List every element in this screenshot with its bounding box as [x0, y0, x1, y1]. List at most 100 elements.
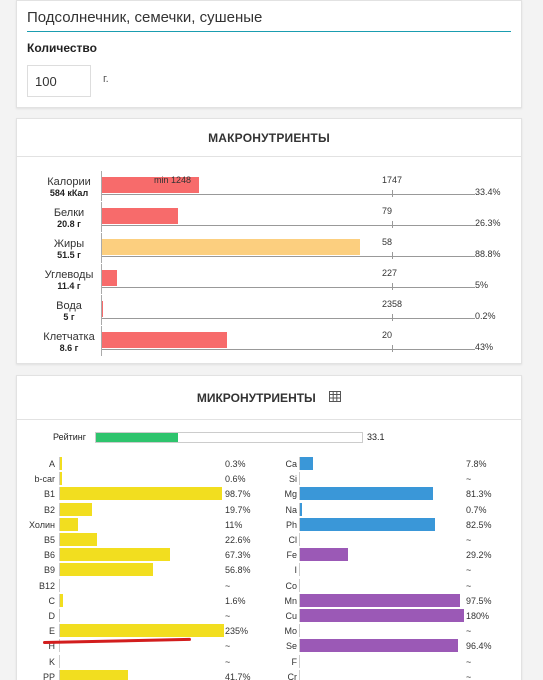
macro-norm-tick: [392, 221, 393, 228]
quantity-unit: г.: [103, 73, 109, 85]
micro-row: C 1.6%: [17, 593, 521, 610]
macro-percent: 33.4%: [475, 187, 501, 197]
micro-row: Cu 180%: [17, 609, 521, 625]
micro-value: 0.6%: [225, 474, 246, 485]
micro-track: [59, 654, 223, 668]
micro-value: 0.7%: [466, 504, 487, 515]
micro-bar: [60, 457, 62, 470]
micro-row: Co ~: [17, 578, 521, 595]
micro-name: Ph: [285, 519, 297, 530]
macro-norm-tick: [392, 314, 393, 321]
macro-min-label: min 1248: [154, 175, 192, 185]
micro-bar: [60, 563, 154, 577]
macro-norm-tick: [392, 190, 393, 197]
micro-name: B12: [38, 580, 55, 591]
macro-baseline: [102, 194, 475, 195]
macro-norm-tick: [392, 345, 393, 352]
micro-row: Cr ~: [17, 669, 521, 680]
macro-norm-label: 227: [382, 268, 398, 278]
micro-track: [59, 533, 223, 546]
macro-percent: 43%: [475, 342, 494, 352]
micro-name: I: [294, 565, 297, 576]
micro-track: [299, 609, 464, 622]
macro-norm-label: 20: [382, 330, 393, 340]
micro-name: C: [48, 595, 56, 606]
macro-track: 2358: [101, 295, 475, 325]
micro-value: 98.7%: [225, 489, 251, 500]
micro-name: Mg: [284, 489, 297, 500]
micro-bar: [300, 639, 459, 653]
macro-percent: 5%: [475, 280, 489, 290]
micro-value: 41.7%: [225, 671, 251, 680]
micro-row: B1 98.7%: [17, 487, 521, 503]
micro-value: ~: [466, 656, 472, 667]
micro-value: ~: [466, 671, 472, 680]
micro-track: [299, 639, 463, 653]
micro-name: B2: [43, 504, 55, 515]
micro-name: F: [291, 656, 298, 667]
micro-row: I ~: [17, 563, 521, 579]
micro-value: ~: [466, 535, 472, 545]
macro-baseline: [102, 349, 475, 350]
micro-row: A 0.3%: [17, 457, 521, 473]
micro-track: [59, 669, 223, 680]
micronutrients-header: МИКРОНУТРИЕНТЫ: [17, 376, 521, 420]
macro-percent: 26.3%: [475, 218, 501, 228]
micro-row: Mo ~: [17, 624, 521, 640]
macro-name: Вода: [56, 300, 82, 312]
micro-row: Fe 29.2%: [17, 548, 521, 564]
macro-row: Белки 20.8 г 79 26.3%: [17, 202, 521, 232]
micro-name: Cl: [288, 535, 298, 545]
micro-bar: [60, 548, 171, 562]
micro-value: 81.3%: [466, 489, 492, 500]
micro-track: [299, 457, 463, 470]
micro-row: Ca 7.8%: [17, 457, 521, 473]
micro-bar: [60, 593, 63, 607]
macro-track: 1747 min 1248: [101, 171, 475, 201]
micro-row: F ~: [17, 654, 521, 671]
macro-bar: [102, 301, 103, 317]
micro-name: PP: [42, 671, 55, 680]
micro-name: Mo: [284, 626, 297, 637]
micro-row: B12 ~: [17, 578, 521, 595]
macro-name: Углеводы: [44, 269, 94, 281]
micro-name: Cr: [287, 671, 298, 680]
micro-track: [59, 609, 223, 622]
micro-value: 235%: [225, 626, 249, 637]
macro-bar: [102, 332, 227, 348]
micro-name: A: [48, 459, 55, 469]
macro-track: 227: [101, 264, 475, 294]
micro-value: 19.7%: [225, 504, 251, 515]
micro-track: [59, 639, 223, 653]
macro-amount: 11.4 г: [57, 281, 81, 291]
micro-value: 11%: [225, 519, 243, 530]
micro-value: 7.8%: [466, 459, 487, 469]
micro-name: b-car: [34, 474, 55, 485]
macro-norm-label: 79: [382, 206, 393, 216]
micro-row: B6 67.3%: [17, 548, 521, 564]
macro-row: Вода 5 г 2358 0.2%: [17, 295, 521, 325]
micro-row: Холин 11%: [17, 517, 521, 534]
macro-name: Белки: [53, 207, 85, 219]
table-icon[interactable]: [329, 376, 342, 420]
micro-track: [59, 563, 223, 577]
micro-row: Ph 82.5%: [17, 517, 521, 534]
micro-track: [59, 548, 223, 562]
micro-value: ~: [466, 626, 472, 637]
product-name-field[interactable]: Подсолнечник, семечки, сушеные: [27, 9, 511, 32]
macro-percent: 88.8%: [475, 249, 501, 259]
rating-bar: [95, 432, 363, 443]
macronutrients-title: МАКРОНУТРИЕНТЫ: [17, 119, 521, 157]
micro-track: [299, 624, 463, 638]
macro-amount: 51.5 г: [57, 250, 81, 260]
micro-name: Se: [285, 641, 297, 652]
micro-bar: [60, 533, 98, 546]
micro-row: H ~: [17, 639, 521, 655]
micro-track: [299, 517, 463, 531]
micro-bar: [300, 457, 313, 470]
micro-value: 96.4%: [466, 641, 492, 652]
micro-row: Cl ~: [17, 533, 521, 549]
quantity-input[interactable]: [27, 65, 91, 97]
micro-value: ~: [466, 580, 472, 591]
macro-amount: 584 кКал: [49, 188, 89, 198]
